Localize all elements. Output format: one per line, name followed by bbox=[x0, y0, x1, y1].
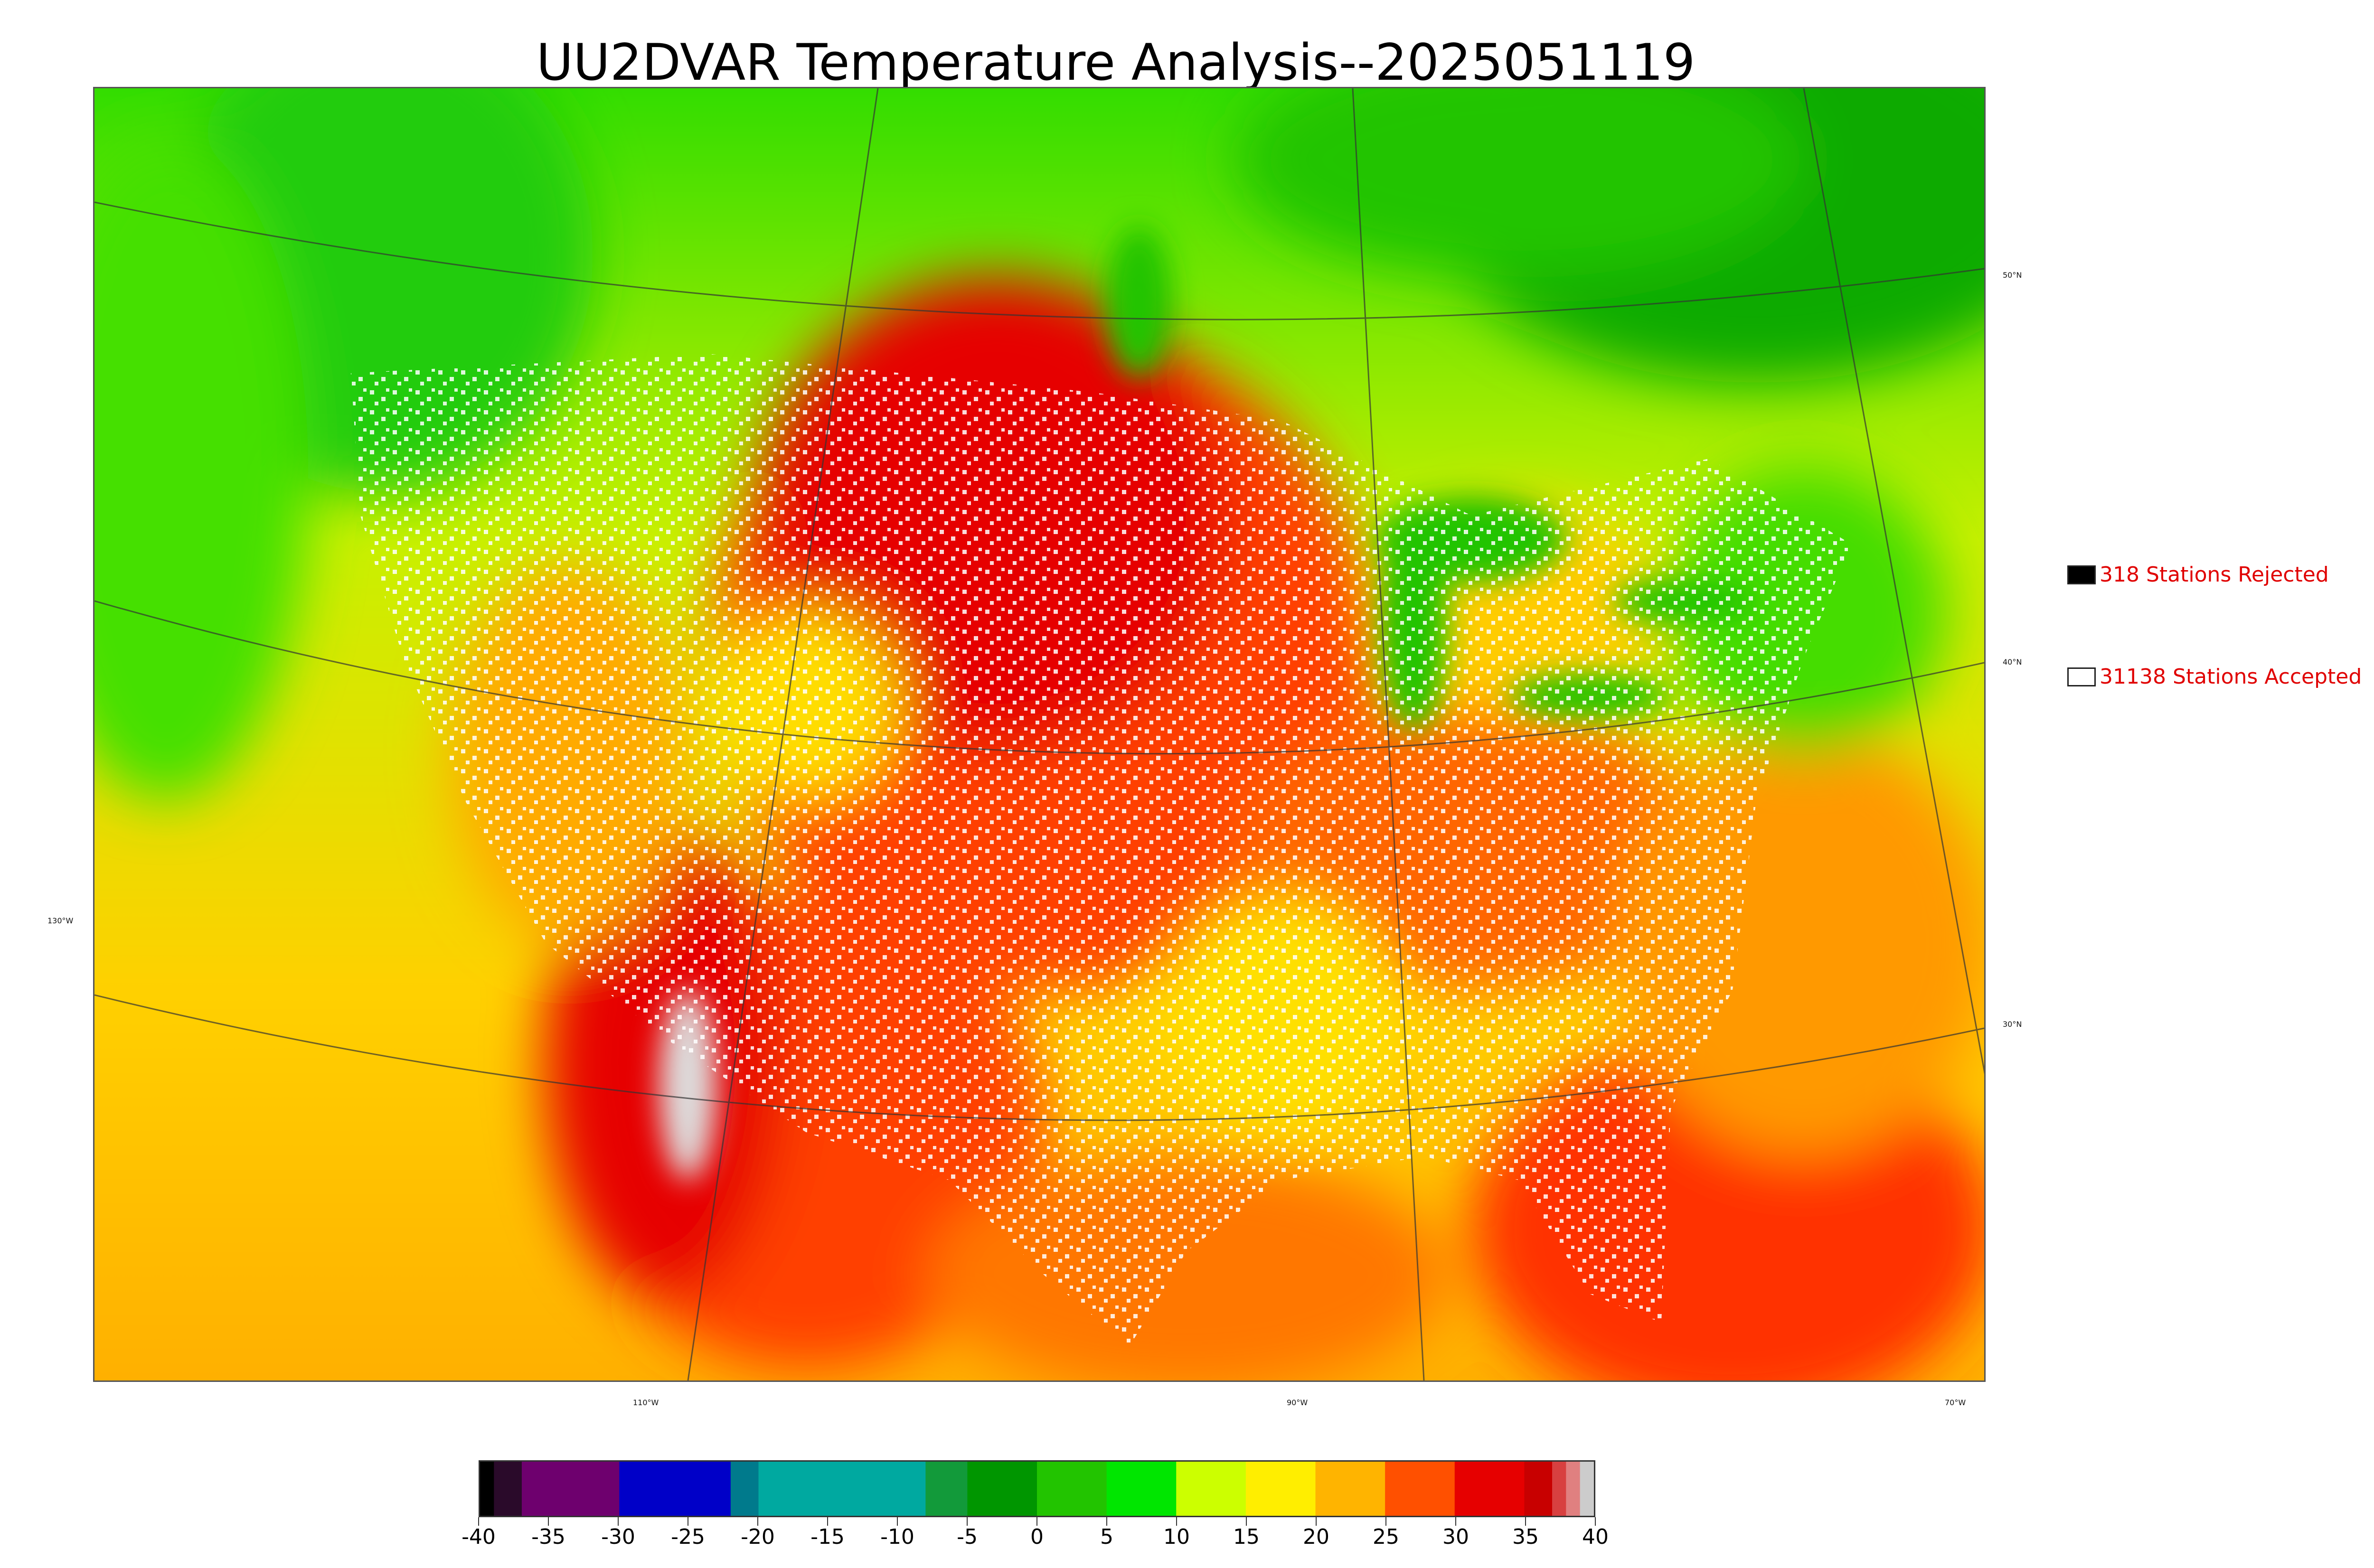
colorbar-band bbox=[1037, 1462, 1107, 1516]
colorbar-band bbox=[480, 1462, 494, 1516]
lon-label-130: 130°W bbox=[47, 916, 74, 925]
temperature-colorbar bbox=[479, 1460, 1595, 1517]
colorbar-band bbox=[967, 1462, 1037, 1516]
colorbar-tick-label: -35 bbox=[531, 1525, 565, 1549]
colorbar-tick-label: 25 bbox=[1373, 1525, 1399, 1549]
colorbar-tick-label: 20 bbox=[1303, 1525, 1329, 1549]
colorbar-tick bbox=[1385, 1517, 1386, 1526]
colorbar-band bbox=[494, 1462, 522, 1516]
colorbar-band bbox=[758, 1462, 926, 1516]
colorbar-band bbox=[1524, 1462, 1553, 1516]
legend-rejected: 318 Stations Rejected bbox=[2067, 563, 2329, 587]
colorbar-tick-label: 35 bbox=[1512, 1525, 1539, 1549]
colorbar-tick-label: -25 bbox=[671, 1525, 705, 1549]
colorbar-tick bbox=[1525, 1517, 1526, 1526]
colorbar-tick-label: -20 bbox=[741, 1525, 775, 1549]
colorbar-tick-label: 5 bbox=[1100, 1525, 1113, 1549]
colorbar-band bbox=[1315, 1462, 1385, 1516]
graticule bbox=[94, 88, 1984, 1380]
colorbar-tick bbox=[1106, 1517, 1107, 1526]
colorbar-tick bbox=[478, 1517, 479, 1526]
colorbar-tick bbox=[1036, 1517, 1037, 1526]
colorbar-tick-label: 40 bbox=[1582, 1525, 1609, 1549]
colorbar-tick bbox=[1246, 1517, 1247, 1526]
colorbar-tick bbox=[827, 1517, 828, 1526]
accepted-swatch bbox=[2067, 667, 2096, 686]
lon-label-70: 70°W bbox=[1945, 1398, 1966, 1407]
colorbar-band bbox=[619, 1462, 731, 1516]
colorbar-tick bbox=[1316, 1517, 1317, 1526]
colorbar-tick bbox=[1595, 1517, 1596, 1526]
colorbar-tick-label: -10 bbox=[880, 1525, 914, 1549]
colorbar-tick bbox=[1176, 1517, 1177, 1526]
colorbar-tick bbox=[618, 1517, 619, 1526]
colorbar-tick bbox=[757, 1517, 758, 1526]
colorbar-bands bbox=[480, 1462, 1594, 1516]
colorbar-band bbox=[1580, 1462, 1594, 1516]
colorbar-tick-label: 30 bbox=[1442, 1525, 1469, 1549]
colorbar-tick bbox=[967, 1517, 968, 1526]
colorbar-tick bbox=[897, 1517, 898, 1526]
colorbar-tick-label: 15 bbox=[1233, 1525, 1260, 1549]
colorbar-band bbox=[925, 1462, 968, 1516]
lat-label-40: 40°N bbox=[2003, 657, 2022, 667]
colorbar-band bbox=[1176, 1462, 1246, 1516]
colorbar-tick-label: -5 bbox=[957, 1525, 978, 1549]
temperature-field bbox=[94, 88, 1984, 1380]
lon-label-90: 90°W bbox=[1287, 1398, 1308, 1407]
legend-accepted: 31138 Stations Accepted bbox=[2067, 665, 2362, 689]
colorbar-band bbox=[1106, 1462, 1177, 1516]
colorbar-tick-label: 0 bbox=[1030, 1525, 1044, 1549]
colorbar-tick-label: -30 bbox=[601, 1525, 635, 1549]
colorbar-tick bbox=[1455, 1517, 1456, 1526]
accepted-label: 31138 Stations Accepted bbox=[2100, 665, 2362, 689]
lat-label-30: 30°N bbox=[2003, 1020, 2022, 1029]
colorbar-band bbox=[730, 1462, 759, 1516]
colorbar-tick-label: -15 bbox=[810, 1525, 845, 1549]
colorbar-tick bbox=[548, 1517, 549, 1526]
chart-title: UU2DVAR Temperature Analysis--2025051119 bbox=[536, 33, 1696, 92]
lat-label-50: 50°N bbox=[2003, 271, 2022, 280]
rejected-label: 318 Stations Rejected bbox=[2100, 563, 2329, 587]
colorbar-band bbox=[521, 1462, 620, 1516]
colorbar-band bbox=[1454, 1462, 1525, 1516]
lon-label-110: 110°W bbox=[633, 1398, 659, 1407]
colorbar-tick-label: -40 bbox=[462, 1525, 496, 1549]
colorbar-band bbox=[1385, 1462, 1455, 1516]
colorbar-band bbox=[1566, 1462, 1581, 1516]
colorbar-band bbox=[1552, 1462, 1566, 1516]
temperature-map bbox=[93, 87, 1986, 1382]
colorbar-tick-label: 10 bbox=[1163, 1525, 1190, 1549]
rejected-swatch bbox=[2067, 565, 2096, 584]
colorbar-band bbox=[1245, 1462, 1316, 1516]
